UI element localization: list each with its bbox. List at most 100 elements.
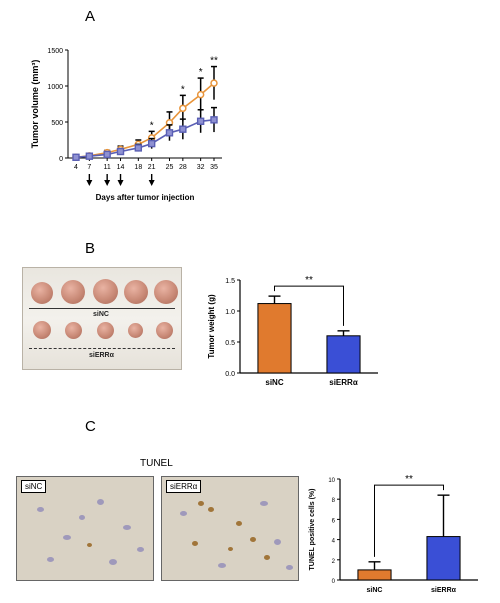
apoptotic-nucleus	[228, 547, 233, 551]
panel-letter-a: A	[85, 8, 96, 25]
y-tick-label: 10	[328, 478, 335, 484]
nucleus	[37, 507, 44, 512]
nucleus	[274, 539, 281, 545]
x-tick-label: 11	[104, 164, 111, 171]
nucleus	[63, 535, 71, 540]
apoptotic-nucleus	[236, 521, 242, 526]
significance-marker: **	[305, 275, 313, 286]
micrograph-label-sierr: siERRα	[166, 480, 202, 493]
nucleus	[218, 563, 226, 568]
tumor-sinc-3	[93, 279, 118, 304]
y-tick-label: 0	[59, 156, 63, 163]
data-point-square	[85, 152, 94, 160]
tumor-sinc-1	[31, 282, 53, 304]
y-tick-label: 0.0	[225, 371, 235, 378]
bar-1	[426, 536, 461, 581]
y-tick-label: 4	[332, 539, 336, 545]
x-tick-label: 18	[134, 164, 142, 171]
y-tick-label: 8	[332, 498, 336, 504]
data-point-square	[147, 139, 156, 148]
data-point-circle	[196, 90, 205, 99]
y-tick-label: 1.0	[225, 309, 235, 316]
nucleus	[260, 501, 268, 506]
significance-marker: **	[405, 474, 413, 485]
tunel-chart: 0 2 4 6 8 10 TUNEL positive cells (%) siNC siERR…	[309, 474, 478, 594]
series-line-1	[75, 119, 215, 159]
bar-1	[326, 335, 361, 374]
tumor-sierr-4	[128, 323, 143, 338]
apoptotic-nucleus	[192, 541, 198, 546]
nucleus	[123, 525, 131, 530]
tumor-sierr-1	[33, 321, 51, 339]
y-tick-label: 0.5	[225, 340, 235, 347]
x-tick-label: 35	[210, 164, 218, 171]
y-tick-label: 1000	[47, 84, 63, 91]
tunel-title: TUNEL	[140, 458, 173, 469]
tumor-sierr-5	[156, 322, 173, 339]
divider-line	[29, 308, 175, 309]
injection-arrow-head	[117, 180, 124, 186]
data-point-square	[196, 117, 205, 125]
photo-label-sinc: siNC	[93, 311, 109, 318]
apoptotic-nucleus	[208, 507, 214, 512]
data-point-circle	[210, 79, 218, 87]
nucleus	[137, 547, 144, 552]
tumor-sinc-5	[154, 280, 178, 304]
y-axis-label: TUNEL positive cells (%)	[309, 489, 316, 571]
data-point-square	[179, 125, 187, 133]
data-point-circle	[179, 104, 187, 113]
nucleus	[180, 511, 187, 516]
significance-marker: *	[150, 120, 154, 131]
significance-bracket	[374, 484, 444, 557]
micrograph-sinc: siNC	[16, 476, 154, 581]
data-point-square	[210, 116, 218, 124]
nucleus	[47, 557, 54, 562]
significance-marker: *	[181, 84, 185, 95]
category-label: siNC	[367, 587, 383, 594]
data-point-square	[134, 144, 143, 152]
x-tick-label: 21	[148, 164, 156, 171]
apoptotic-nucleus	[264, 555, 270, 560]
y-tick-label: 500	[51, 120, 63, 127]
y-tick-label: 1500	[47, 48, 63, 55]
y-tick-label: 0	[332, 579, 336, 585]
injection-arrow-head	[148, 180, 155, 186]
series-line-0	[75, 82, 215, 159]
apoptotic-nucleus	[250, 537, 256, 542]
tumor-sierr-3	[97, 322, 114, 339]
x-tick-label: 32	[197, 164, 205, 171]
y-tick-label: 1.5	[225, 278, 235, 285]
apoptotic-nucleus	[198, 501, 204, 506]
x-tick-label: 7	[87, 164, 91, 171]
significance-marker: **	[210, 56, 218, 67]
tumor-sinc-2	[61, 280, 85, 304]
category-label: siERRα	[431, 587, 457, 594]
data-point-square	[72, 153, 80, 161]
y-axis-label: Tumor volume (mm³)	[30, 60, 40, 149]
tumor-sierr-2	[65, 322, 82, 339]
injection-arrow-head	[86, 180, 93, 186]
x-tick-label: 25	[166, 164, 174, 171]
dashed-divider-line	[29, 348, 175, 349]
nucleus	[286, 565, 293, 570]
x-axis-label: Days after tumor injection	[96, 193, 195, 202]
y-tick-label: 6	[332, 518, 336, 524]
tumor-sinc-4	[124, 280, 148, 304]
panel-letter-b: B	[85, 240, 96, 257]
y-axis-label: Tumor weight (g)	[207, 294, 216, 359]
panel-letter-c: C	[85, 418, 96, 435]
significance-bracket	[274, 285, 344, 326]
y-tick-label: 2	[332, 559, 336, 565]
nucleus	[109, 559, 117, 565]
apoptotic-nucleus	[87, 543, 92, 547]
x-tick-label: 28	[179, 164, 187, 171]
micrograph-label-sinc: siNC	[21, 480, 47, 493]
bar-0	[257, 303, 292, 374]
significance-marker: *	[199, 67, 203, 78]
x-tick-label: 14	[117, 164, 125, 171]
category-label: siERRα	[329, 378, 358, 387]
category-label: siNC	[265, 378, 283, 387]
tumor-volume-chart: 0 500 1000 1500 4 7 11 14 18 21 25 28 32 35 Tumor volu…	[30, 48, 222, 202]
photo-label-sierr: siERRα	[89, 352, 114, 359]
data-point-square	[116, 147, 125, 156]
